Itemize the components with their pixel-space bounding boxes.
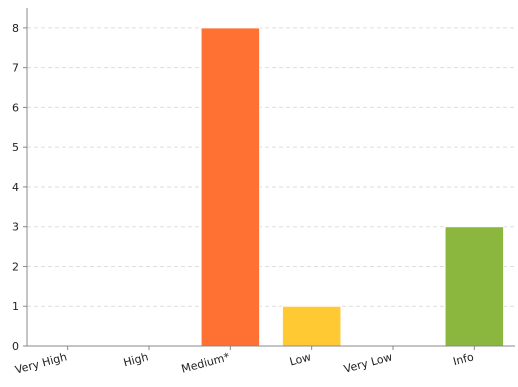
bar-medium	[200, 27, 261, 347]
bar-info	[444, 226, 505, 347]
y-tick-label: 6	[12, 101, 19, 114]
y-tick-label: 7	[12, 62, 19, 75]
y-axis-ticks: 0 1 2 3 4 5 6 7 8	[12, 22, 27, 353]
x-tick-label: Very Low	[342, 350, 393, 375]
x-tick-label: High	[122, 350, 150, 369]
grid-lines	[27, 27, 515, 307]
x-tick-label: Low	[288, 350, 312, 368]
x-tick-label: Very High	[14, 350, 69, 376]
x-tick-label: Medium*	[180, 350, 232, 375]
y-tick-label: 2	[12, 260, 19, 273]
y-tick-label: 8	[12, 22, 19, 35]
x-tick-label: Info	[452, 350, 476, 368]
y-tick-label: 1	[12, 300, 19, 313]
y-tick-label: 5	[12, 141, 19, 154]
bar-low	[281, 305, 342, 347]
axes	[26, 8, 515, 347]
y-tick-label: 4	[12, 181, 19, 194]
bars	[200, 27, 505, 347]
y-tick-label: 3	[12, 221, 19, 234]
y-tick-label: 0	[12, 340, 19, 353]
x-axis-ticks: Very High High Medium* Low Very Low Info	[14, 346, 476, 377]
